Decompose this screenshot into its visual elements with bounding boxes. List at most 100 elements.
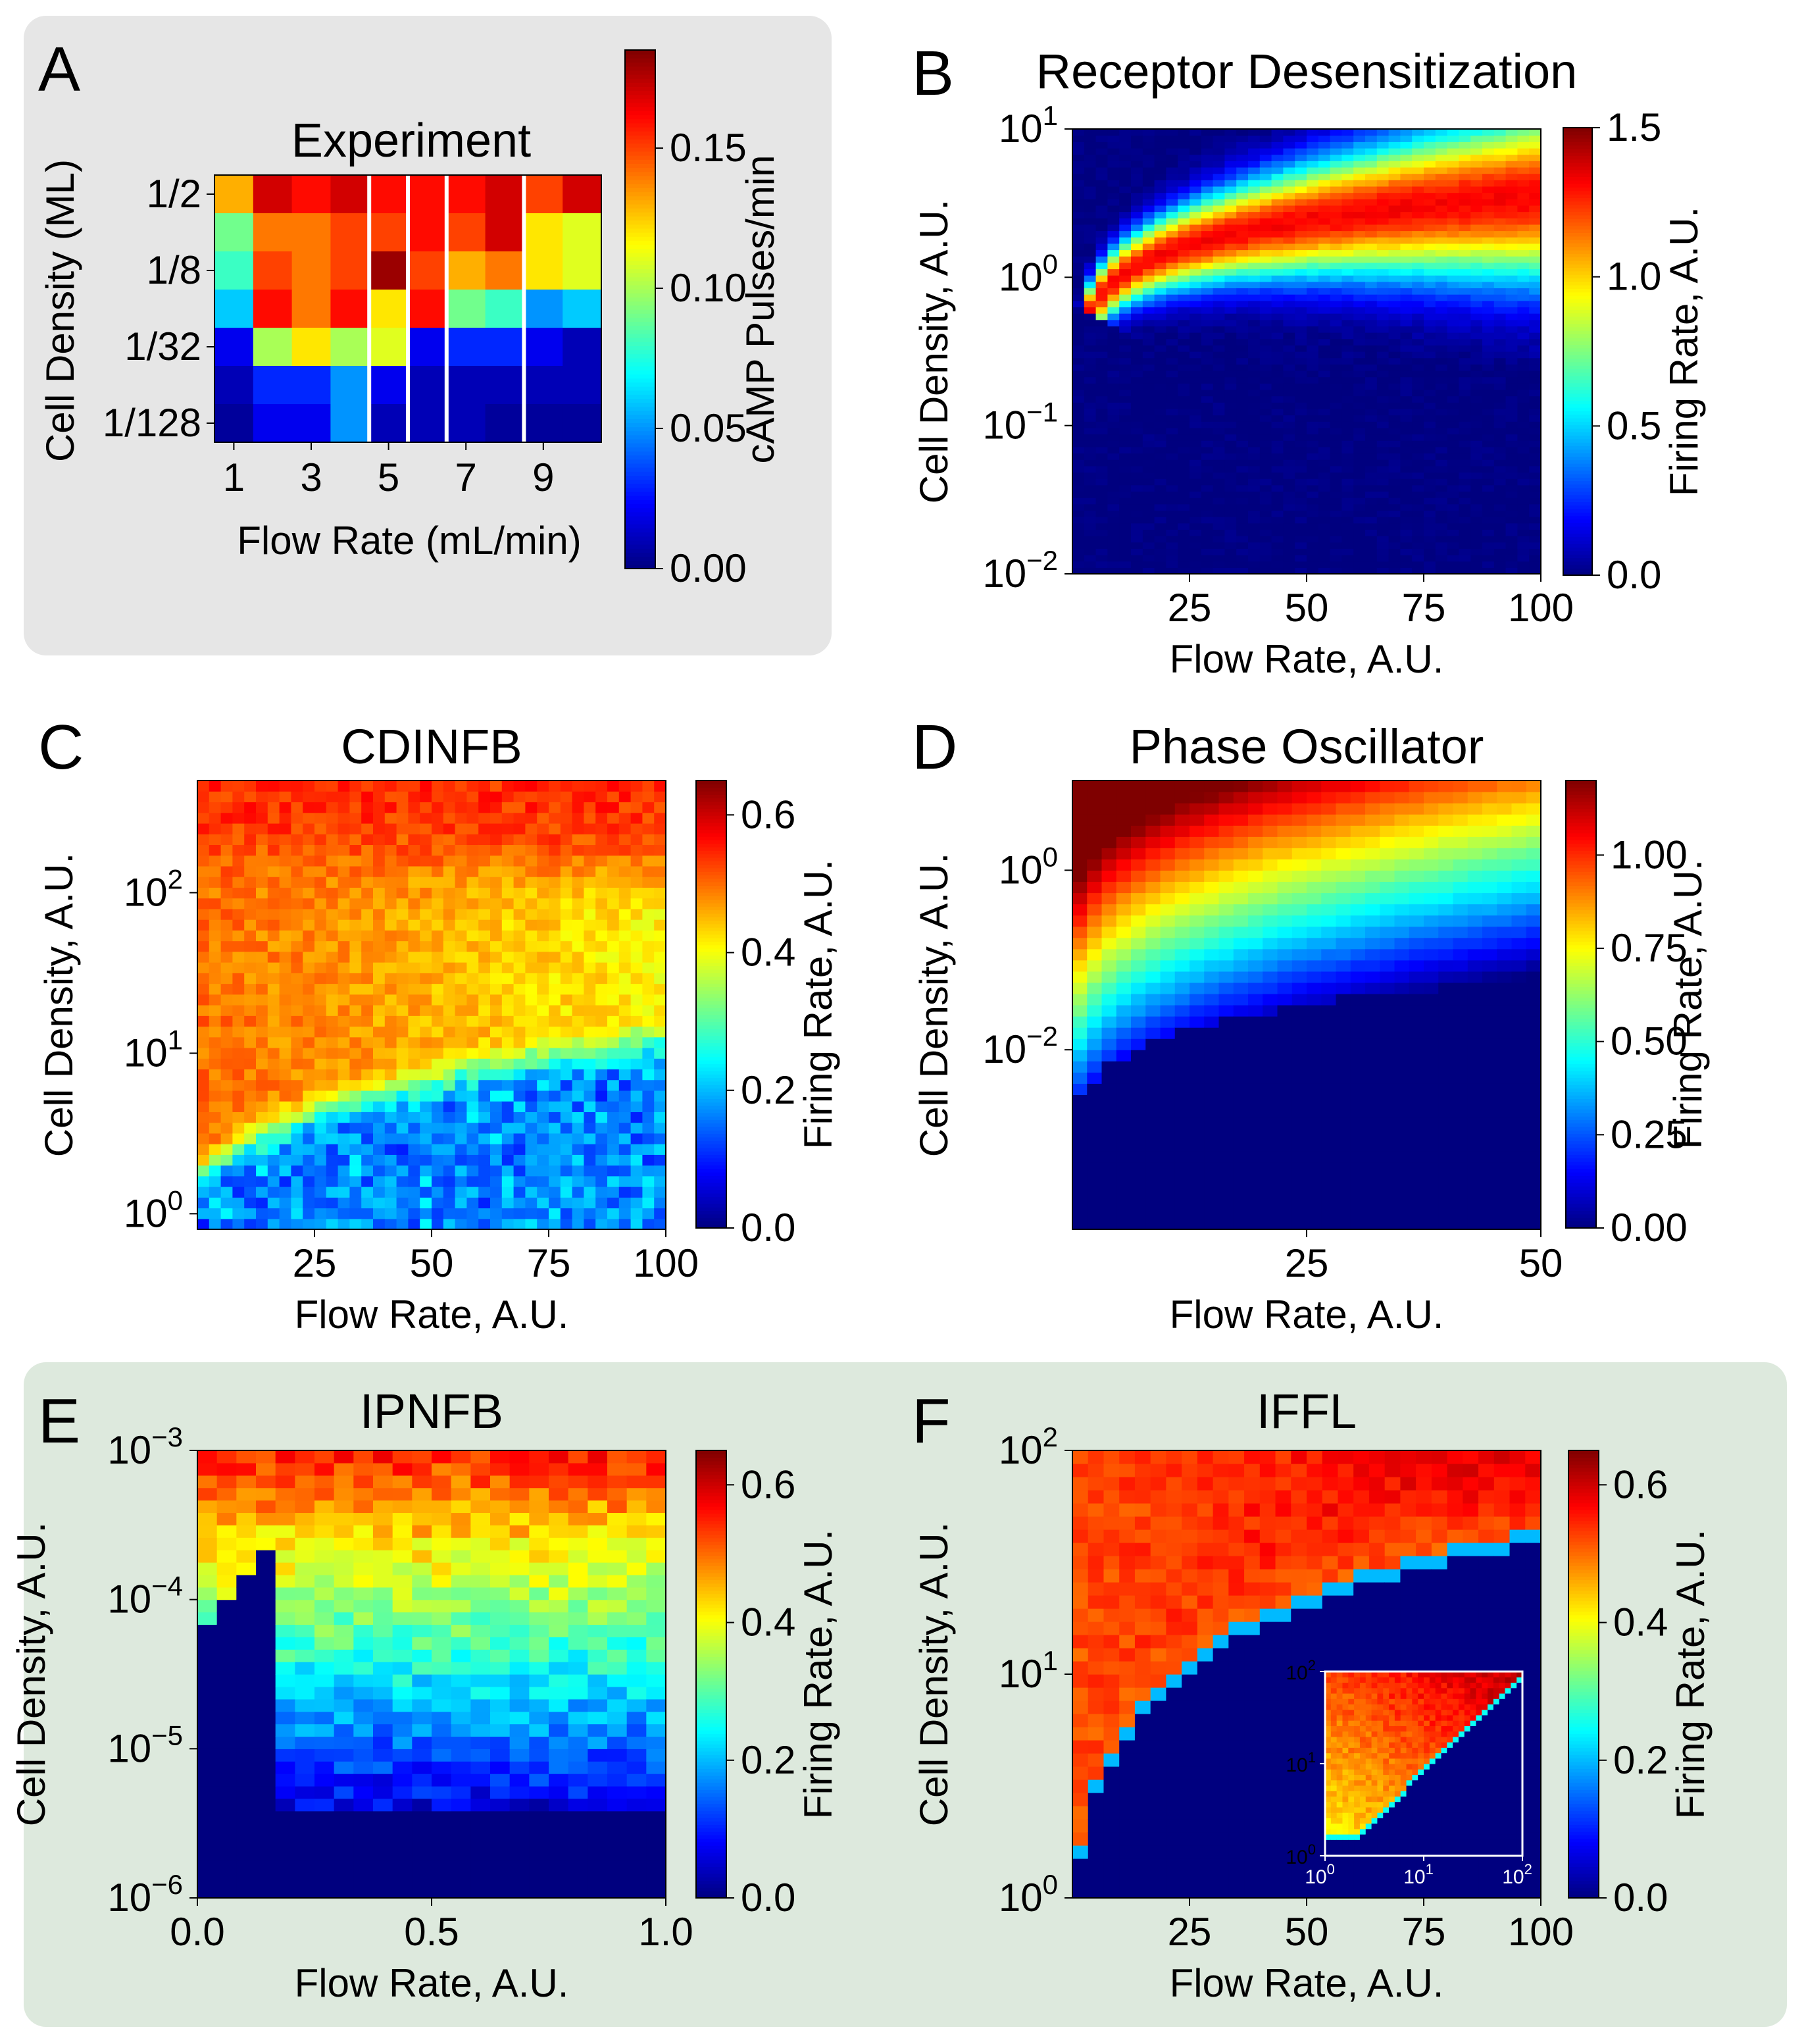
panel-b-cell bbox=[1190, 237, 1202, 244]
panel-b-cell bbox=[1095, 561, 1108, 568]
panel-b-cell bbox=[1271, 268, 1284, 276]
panel-b-cell bbox=[1435, 517, 1448, 524]
panel-b-cell bbox=[1095, 313, 1108, 320]
panel-b-cell bbox=[1131, 517, 1143, 524]
panel-c-cell bbox=[642, 877, 655, 888]
panel-c-cell bbox=[408, 865, 420, 877]
panel-b-cell bbox=[1517, 503, 1530, 511]
panel-b-cell bbox=[1283, 517, 1295, 524]
panel-b-cell bbox=[1271, 237, 1284, 244]
panel-c-cell bbox=[232, 1079, 245, 1091]
panel-c-y-tick-label: 100 bbox=[124, 1185, 183, 1235]
panel-b-colorbar-segment bbox=[1563, 463, 1592, 467]
panel-b-cell bbox=[1107, 256, 1120, 263]
panel-b-cell bbox=[1095, 243, 1108, 251]
panel-b-cell bbox=[1505, 281, 1518, 289]
panel-b-cell bbox=[1435, 561, 1448, 568]
panel-b-cell bbox=[1482, 427, 1495, 435]
panel-b-cell bbox=[1505, 402, 1518, 409]
panel-c-cell bbox=[338, 1058, 350, 1070]
panel-b-cell bbox=[1318, 434, 1331, 441]
panel-b-cell bbox=[1248, 529, 1261, 536]
panel-b-cell bbox=[1072, 427, 1085, 435]
panel-c-cell bbox=[537, 1111, 549, 1123]
panel-c-cell bbox=[560, 1047, 573, 1059]
panel-c-cell bbox=[490, 1111, 503, 1123]
panel-c-cell bbox=[537, 973, 549, 984]
panel-c-colorbar-segment bbox=[696, 1109, 726, 1113]
panel-b-cell bbox=[1259, 421, 1272, 428]
panel-b-cell bbox=[1388, 383, 1401, 390]
panel-c-cell bbox=[607, 1005, 620, 1016]
panel-b-cell bbox=[1529, 300, 1541, 307]
panel-b-cell bbox=[1259, 199, 1272, 206]
panel-b-cell bbox=[1131, 300, 1143, 307]
panel-b-cell bbox=[1119, 523, 1132, 530]
panel-b-cell bbox=[1493, 427, 1507, 435]
panel-b-cell bbox=[1095, 370, 1108, 378]
panel-b-cell bbox=[1224, 262, 1237, 270]
panel-c-cell bbox=[232, 983, 245, 995]
panel-c-cell bbox=[432, 1036, 444, 1048]
panel-b-cell bbox=[1131, 288, 1143, 295]
panel-b-cell bbox=[1190, 491, 1202, 498]
panel-c-cell bbox=[513, 1133, 526, 1144]
panel-c-cell bbox=[537, 1187, 549, 1198]
panel-b-cell bbox=[1353, 288, 1366, 295]
panel-b-cell bbox=[1224, 249, 1237, 257]
panel-b-cell bbox=[1330, 192, 1342, 199]
panel-b-cell bbox=[1119, 478, 1132, 486]
panel-c-cell bbox=[630, 802, 643, 813]
panel-b-cell bbox=[1412, 370, 1424, 378]
panel-c-y-tick-exponent: 0 bbox=[168, 1185, 183, 1215]
panel-b-cell bbox=[1107, 357, 1120, 365]
panel-c-cell bbox=[432, 812, 444, 824]
panel-b-cell bbox=[1131, 141, 1143, 149]
panel-b-cell bbox=[1259, 408, 1272, 416]
panel-c-cell bbox=[244, 983, 257, 995]
panel-b-cell bbox=[1459, 548, 1471, 555]
panel-c-colorbar-segment bbox=[696, 976, 726, 981]
panel-b-cell bbox=[1248, 536, 1261, 543]
panel-b-colorbar-segment bbox=[1563, 393, 1592, 397]
panel-c-cell bbox=[396, 780, 409, 792]
panel-b-cell bbox=[1154, 446, 1166, 454]
panel-b-cell bbox=[1529, 472, 1541, 479]
panel-a-colorbar-segment bbox=[625, 293, 655, 298]
panel-a-colorbar-segment bbox=[625, 520, 655, 524]
panel-b-cell bbox=[1271, 472, 1284, 479]
panel-b-cell bbox=[1482, 555, 1495, 562]
panel-b-cell bbox=[1295, 154, 1307, 161]
panel-a-colorbar-segment bbox=[625, 415, 655, 419]
panel-b-cell bbox=[1459, 472, 1471, 479]
panel-b-cell bbox=[1459, 376, 1471, 384]
panel-a-colorbar-segment bbox=[625, 216, 655, 221]
panel-b-cell bbox=[1388, 141, 1401, 149]
panel-c-cell bbox=[314, 1165, 327, 1177]
panel-b-cell bbox=[1447, 383, 1459, 390]
panel-b-cell bbox=[1224, 186, 1237, 193]
panel-b-cell bbox=[1424, 510, 1436, 517]
panel-c-cell bbox=[537, 1165, 549, 1177]
panel-b-cell bbox=[1330, 218, 1342, 225]
panel-b-cell bbox=[1517, 319, 1530, 326]
panel-c-cell bbox=[618, 1175, 632, 1187]
panel-c-cell bbox=[267, 1101, 280, 1112]
panel-b-cell bbox=[1493, 453, 1507, 460]
panel-a-cell bbox=[485, 366, 524, 405]
panel-b-cell bbox=[1084, 281, 1097, 289]
panel-c-cell bbox=[642, 1187, 655, 1198]
panel-a-colorbar-segment bbox=[625, 426, 655, 432]
panel-b-cell bbox=[1330, 180, 1342, 187]
panel-b-cell bbox=[1505, 211, 1518, 218]
panel-c-cell bbox=[279, 1047, 291, 1059]
panel-b-colorbar-segment bbox=[1563, 544, 1592, 548]
panel-b-cell bbox=[1107, 211, 1120, 218]
panel-c-cell bbox=[618, 919, 632, 931]
panel-b-cell bbox=[1224, 300, 1237, 307]
panel-c-cell bbox=[232, 865, 245, 877]
panel-c-cell bbox=[455, 802, 467, 813]
panel-b-cell bbox=[1166, 147, 1178, 155]
panel-b-cell bbox=[1307, 275, 1319, 282]
panel-b-cell bbox=[1072, 147, 1085, 155]
